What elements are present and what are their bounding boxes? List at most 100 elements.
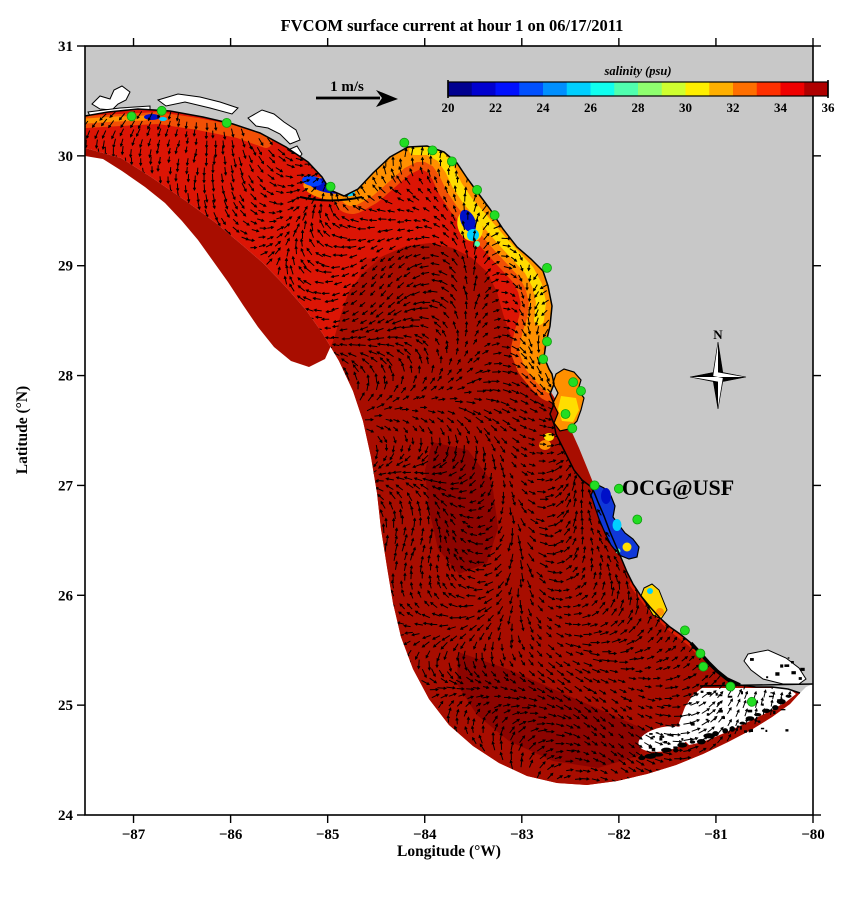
colorbar-tick-label: 26 <box>584 100 598 115</box>
station-marker <box>538 354 549 365</box>
river-plume <box>474 241 480 247</box>
station-marker <box>325 181 336 192</box>
apalachicola-barrier-island <box>299 196 363 202</box>
y-axis-label: Latitude (°N) <box>14 386 31 474</box>
station-marker <box>746 696 757 707</box>
scale-arrow-label: 1 m/s <box>330 79 364 95</box>
florida-keys-island <box>785 694 792 698</box>
x-tick-label: −81 <box>704 827 728 843</box>
x-axis-label: Longitude (°W) <box>397 843 501 860</box>
colorbar-segment <box>495 82 520 96</box>
florida-bay-island <box>718 694 723 697</box>
colorbar: 20 22 24 26 28 30 32 34 36 <box>442 80 835 115</box>
y-tick-label: 27 <box>58 478 74 494</box>
coastal-bay <box>156 93 239 115</box>
florida-bay-island <box>706 713 710 716</box>
florida-bay-island <box>761 703 764 706</box>
lower-keys-island <box>673 746 678 749</box>
y-tick-label: 30 <box>58 149 73 165</box>
station-marker <box>695 648 706 659</box>
florida-bay-island <box>744 730 748 733</box>
station-markers-group <box>126 105 757 707</box>
lower-keys-island <box>659 737 663 741</box>
florida-bay-island <box>780 708 786 711</box>
coastal-bay <box>247 109 301 145</box>
charlotte-navy <box>601 488 611 504</box>
florida-bay-island <box>755 720 761 722</box>
florida-bay-island <box>707 692 712 695</box>
scale-arrow-icon <box>316 90 398 107</box>
biscayne-island <box>780 664 784 668</box>
florida-bay-island <box>755 716 758 720</box>
colorbar-tick-label: 30 <box>679 100 692 115</box>
florida-bay <box>679 688 796 745</box>
south-florida-shore <box>699 683 814 687</box>
estero-orange <box>656 608 664 616</box>
florida-bay-island <box>785 729 789 732</box>
florida-bay-island <box>690 722 695 726</box>
station-marker <box>576 386 586 396</box>
florida-bay-island <box>717 702 721 704</box>
station-marker <box>126 111 137 122</box>
lower-keys-island <box>648 745 653 749</box>
land-mass <box>85 46 813 693</box>
axes-group: −87 −86 −85 −84 −83 −82 −81 −80 24 25 26 27 28 29 30 31 <box>58 38 825 843</box>
florida-keys-island <box>772 705 779 711</box>
florida-bay-island <box>739 726 742 730</box>
lower-keys-island <box>659 736 665 738</box>
colorbar-segment <box>566 82 591 96</box>
station-marker <box>698 661 709 672</box>
station-marker <box>567 423 578 434</box>
florida-bay-island <box>773 710 776 714</box>
florida-bay-island <box>748 729 751 733</box>
plot-border <box>84 45 814 816</box>
florida-keys-island <box>638 755 646 761</box>
station-marker <box>427 145 438 156</box>
biscayne-island <box>775 672 780 676</box>
lower-keys-island <box>663 740 668 744</box>
x-tick-label: −85 <box>316 827 340 843</box>
lower-keys-island <box>651 747 656 752</box>
florida-bay-island <box>693 692 698 695</box>
salinity-patch-darkest <box>425 442 498 574</box>
florida-bay-island <box>718 709 723 713</box>
x-tick-label: −84 <box>413 827 437 843</box>
florida-bay-island <box>736 725 740 728</box>
charlotte-cyan <box>612 519 622 531</box>
biscayne-island <box>787 657 790 659</box>
biscayne-island <box>790 661 794 664</box>
florida-bay-island <box>758 720 761 723</box>
river-plume <box>159 117 167 121</box>
colorbar-segment <box>471 82 496 96</box>
station-marker <box>632 514 643 525</box>
colorbar-segment <box>519 82 544 96</box>
compass-label: N <box>713 327 723 342</box>
biscayne-island <box>800 667 805 671</box>
colorbar-tick-label: 32 <box>727 100 740 115</box>
colorbar-segment <box>733 82 758 96</box>
station-marker <box>446 156 457 167</box>
station-marker <box>568 377 579 388</box>
colorbar-segment <box>661 82 686 96</box>
y-tick-label: 29 <box>58 259 73 275</box>
station-marker <box>589 480 600 491</box>
station-marker <box>542 336 552 347</box>
florida-bay-island <box>705 718 709 721</box>
current-vector-field <box>85 110 792 784</box>
colorbar-segment <box>780 82 805 96</box>
y-tick-label: 24 <box>58 808 74 824</box>
station-marker <box>221 118 232 128</box>
florida-bay-island <box>715 692 718 696</box>
compass-rose-icon <box>689 341 747 410</box>
station-marker <box>680 625 690 636</box>
station-marker <box>725 681 736 692</box>
florida-keys-island <box>689 740 696 744</box>
y-tick-label: 31 <box>58 39 73 55</box>
plot-title: FVCOM surface current at hour 1 on 06/17… <box>281 16 624 35</box>
florida-bay-island <box>765 729 768 732</box>
colorbar-segment <box>638 82 663 96</box>
florida-bay-island <box>713 718 716 721</box>
station-marker <box>399 137 410 148</box>
lower-keys-area <box>638 726 690 752</box>
florida-keys-island <box>696 738 706 745</box>
